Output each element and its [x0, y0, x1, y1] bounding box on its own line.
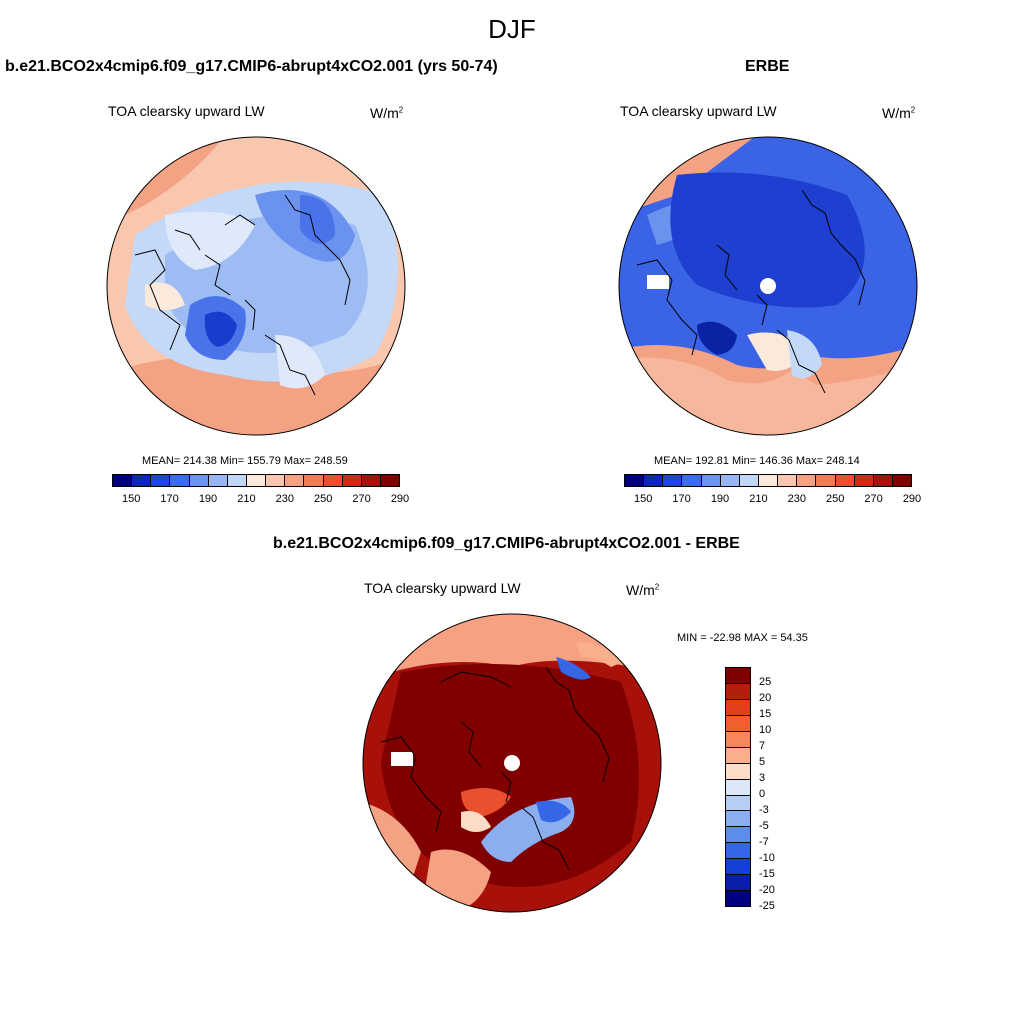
panel3-title: b.e21.BCO2x4cmip6.f09_g17.CMIP6-abrupt4x…: [273, 535, 740, 552]
colorbar-tick-label: 230: [787, 493, 806, 505]
panel3-units: W/m2: [626, 582, 660, 598]
colorbar-tick-label: 230: [275, 493, 294, 505]
colorbar-swatch: [835, 475, 855, 486]
colorbar-swatch: [892, 475, 912, 486]
colorbar-tick-label: -20: [759, 884, 775, 896]
colorbar-tick-label: -10: [759, 852, 775, 864]
diff-colorbar-labels: 25 20 15 10 7 5 3 0 -3 -5 -7 -10 -15 -20 -25: [759, 667, 799, 912]
colorbar-swatch: [726, 668, 750, 684]
colorbar-swatch: [644, 475, 664, 486]
colorbar-tick-label: 210: [237, 493, 256, 505]
colorbar-tick-label: 270: [352, 493, 371, 505]
colorbar-tick-label: 250: [314, 493, 333, 505]
colorbar-tick-label: 290: [390, 493, 410, 505]
colorbar-tick-label: 170: [160, 493, 179, 505]
colorbar-swatch: [323, 475, 343, 486]
colorbar-tick-label: 20: [759, 692, 772, 704]
colorbar-tick-label: -5: [759, 820, 769, 832]
colorbar-swatch: [625, 475, 645, 486]
panel1-colorbar-ticks: 150 170 190 210 230 250 270 290: [112, 493, 409, 507]
colorbar-swatch: [304, 475, 324, 486]
colorbar-swatch: [726, 891, 750, 907]
colorbar-swatch: [739, 475, 759, 486]
colorbar-swatch: [816, 475, 836, 486]
colorbar-swatch: [726, 779, 750, 796]
colorbar-swatch: [170, 475, 190, 486]
colorbar-tick-label: 15: [759, 708, 772, 720]
colorbar-swatch: [797, 475, 817, 486]
colorbar-swatch: [726, 843, 750, 860]
panel2-units: W/m2: [882, 105, 916, 121]
panel1-field-label: TOA clearsky upward LW: [108, 103, 265, 119]
panel3-stats: MIN = -22.98 MAX = 54.35: [677, 632, 808, 644]
colorbar-swatch: [682, 475, 702, 486]
colorbar-tick-label: 5: [759, 756, 766, 768]
panel2-field-label: TOA clearsky upward LW: [620, 103, 777, 119]
colorbar-swatch: [726, 699, 750, 716]
diff-colorbar: [725, 667, 751, 907]
colorbar-swatch: [726, 747, 750, 764]
panel3-polar-map: [362, 613, 662, 913]
colorbar-tick-label: 3: [759, 772, 766, 784]
colorbar-tick-label: 0: [759, 788, 766, 800]
colorbar-tick-label: 190: [198, 493, 218, 505]
colorbar-swatch: [726, 875, 750, 892]
colorbar-swatch: [132, 475, 152, 486]
colorbar-swatch: [266, 475, 286, 486]
colorbar-swatch: [726, 811, 750, 828]
colorbar-swatch: [663, 475, 683, 486]
colorbar-swatch: [854, 475, 874, 486]
colorbar-swatch: [758, 475, 779, 486]
colorbar-tick-label: 10: [759, 724, 772, 736]
panel2-polar-map: [618, 136, 918, 436]
colorbar-tick-label: 150: [122, 493, 141, 505]
panel1-colorbar: [112, 474, 400, 487]
colorbar-swatch: [208, 475, 228, 486]
colorbar-tick-label: 290: [902, 493, 922, 505]
colorbar-tick-label: 7: [759, 740, 766, 752]
colorbar-tick-label: -15: [759, 868, 775, 880]
panel2-stats: MEAN= 192.81 Min= 146.36 Max= 248.14: [654, 455, 860, 467]
colorbar-swatch: [701, 475, 721, 486]
colorbar-tick-label: 250: [826, 493, 845, 505]
colorbar-swatch: [726, 683, 750, 700]
panel2-title: ERBE: [745, 58, 790, 75]
panel1-stats: MEAN= 214.38 Min= 155.79 Max= 248.59: [142, 455, 348, 467]
colorbar-tick-label: -25: [759, 900, 775, 912]
colorbar-swatch: [361, 475, 381, 486]
colorbar-swatch: [873, 475, 893, 486]
main-title: DJF: [488, 14, 536, 44]
colorbar-tick-label: -7: [759, 836, 769, 848]
panel1-units: W/m2: [370, 105, 404, 121]
colorbar-swatch: [726, 763, 750, 780]
panel1-polar-map: [106, 136, 406, 436]
colorbar-swatch: [246, 475, 267, 486]
colorbar-tick-label: -3: [759, 804, 769, 816]
colorbar-swatch: [227, 475, 247, 486]
colorbar-swatch: [726, 859, 750, 876]
colorbar-swatch: [151, 475, 171, 486]
panel2-colorbar-ticks: 150 170 190 210 230 250 270 290: [624, 493, 921, 507]
panel3-field-label: TOA clearsky upward LW: [364, 580, 521, 596]
colorbar-tick-label: 150: [634, 493, 653, 505]
panel1-title: b.e21.BCO2x4cmip6.f09_g17.CMIP6-abrupt4x…: [5, 58, 498, 75]
colorbar-swatch: [726, 827, 750, 844]
colorbar-swatch: [113, 475, 133, 486]
colorbar-swatch: [720, 475, 740, 486]
colorbar-tick-label: 190: [710, 493, 730, 505]
colorbar-swatch: [342, 475, 362, 486]
colorbar-swatch: [778, 475, 798, 486]
colorbar-swatch: [285, 475, 305, 486]
colorbar-tick-label: 210: [749, 493, 768, 505]
colorbar-tick-label: 270: [864, 493, 883, 505]
colorbar-swatch: [189, 475, 209, 486]
colorbar-swatch: [380, 475, 400, 486]
colorbar-swatch: [726, 795, 750, 812]
colorbar-swatch: [726, 731, 750, 748]
colorbar-tick-label: 25: [759, 676, 772, 688]
panel2-colorbar: [624, 474, 912, 487]
colorbar-swatch: [726, 715, 750, 732]
colorbar-tick-label: 170: [672, 493, 691, 505]
